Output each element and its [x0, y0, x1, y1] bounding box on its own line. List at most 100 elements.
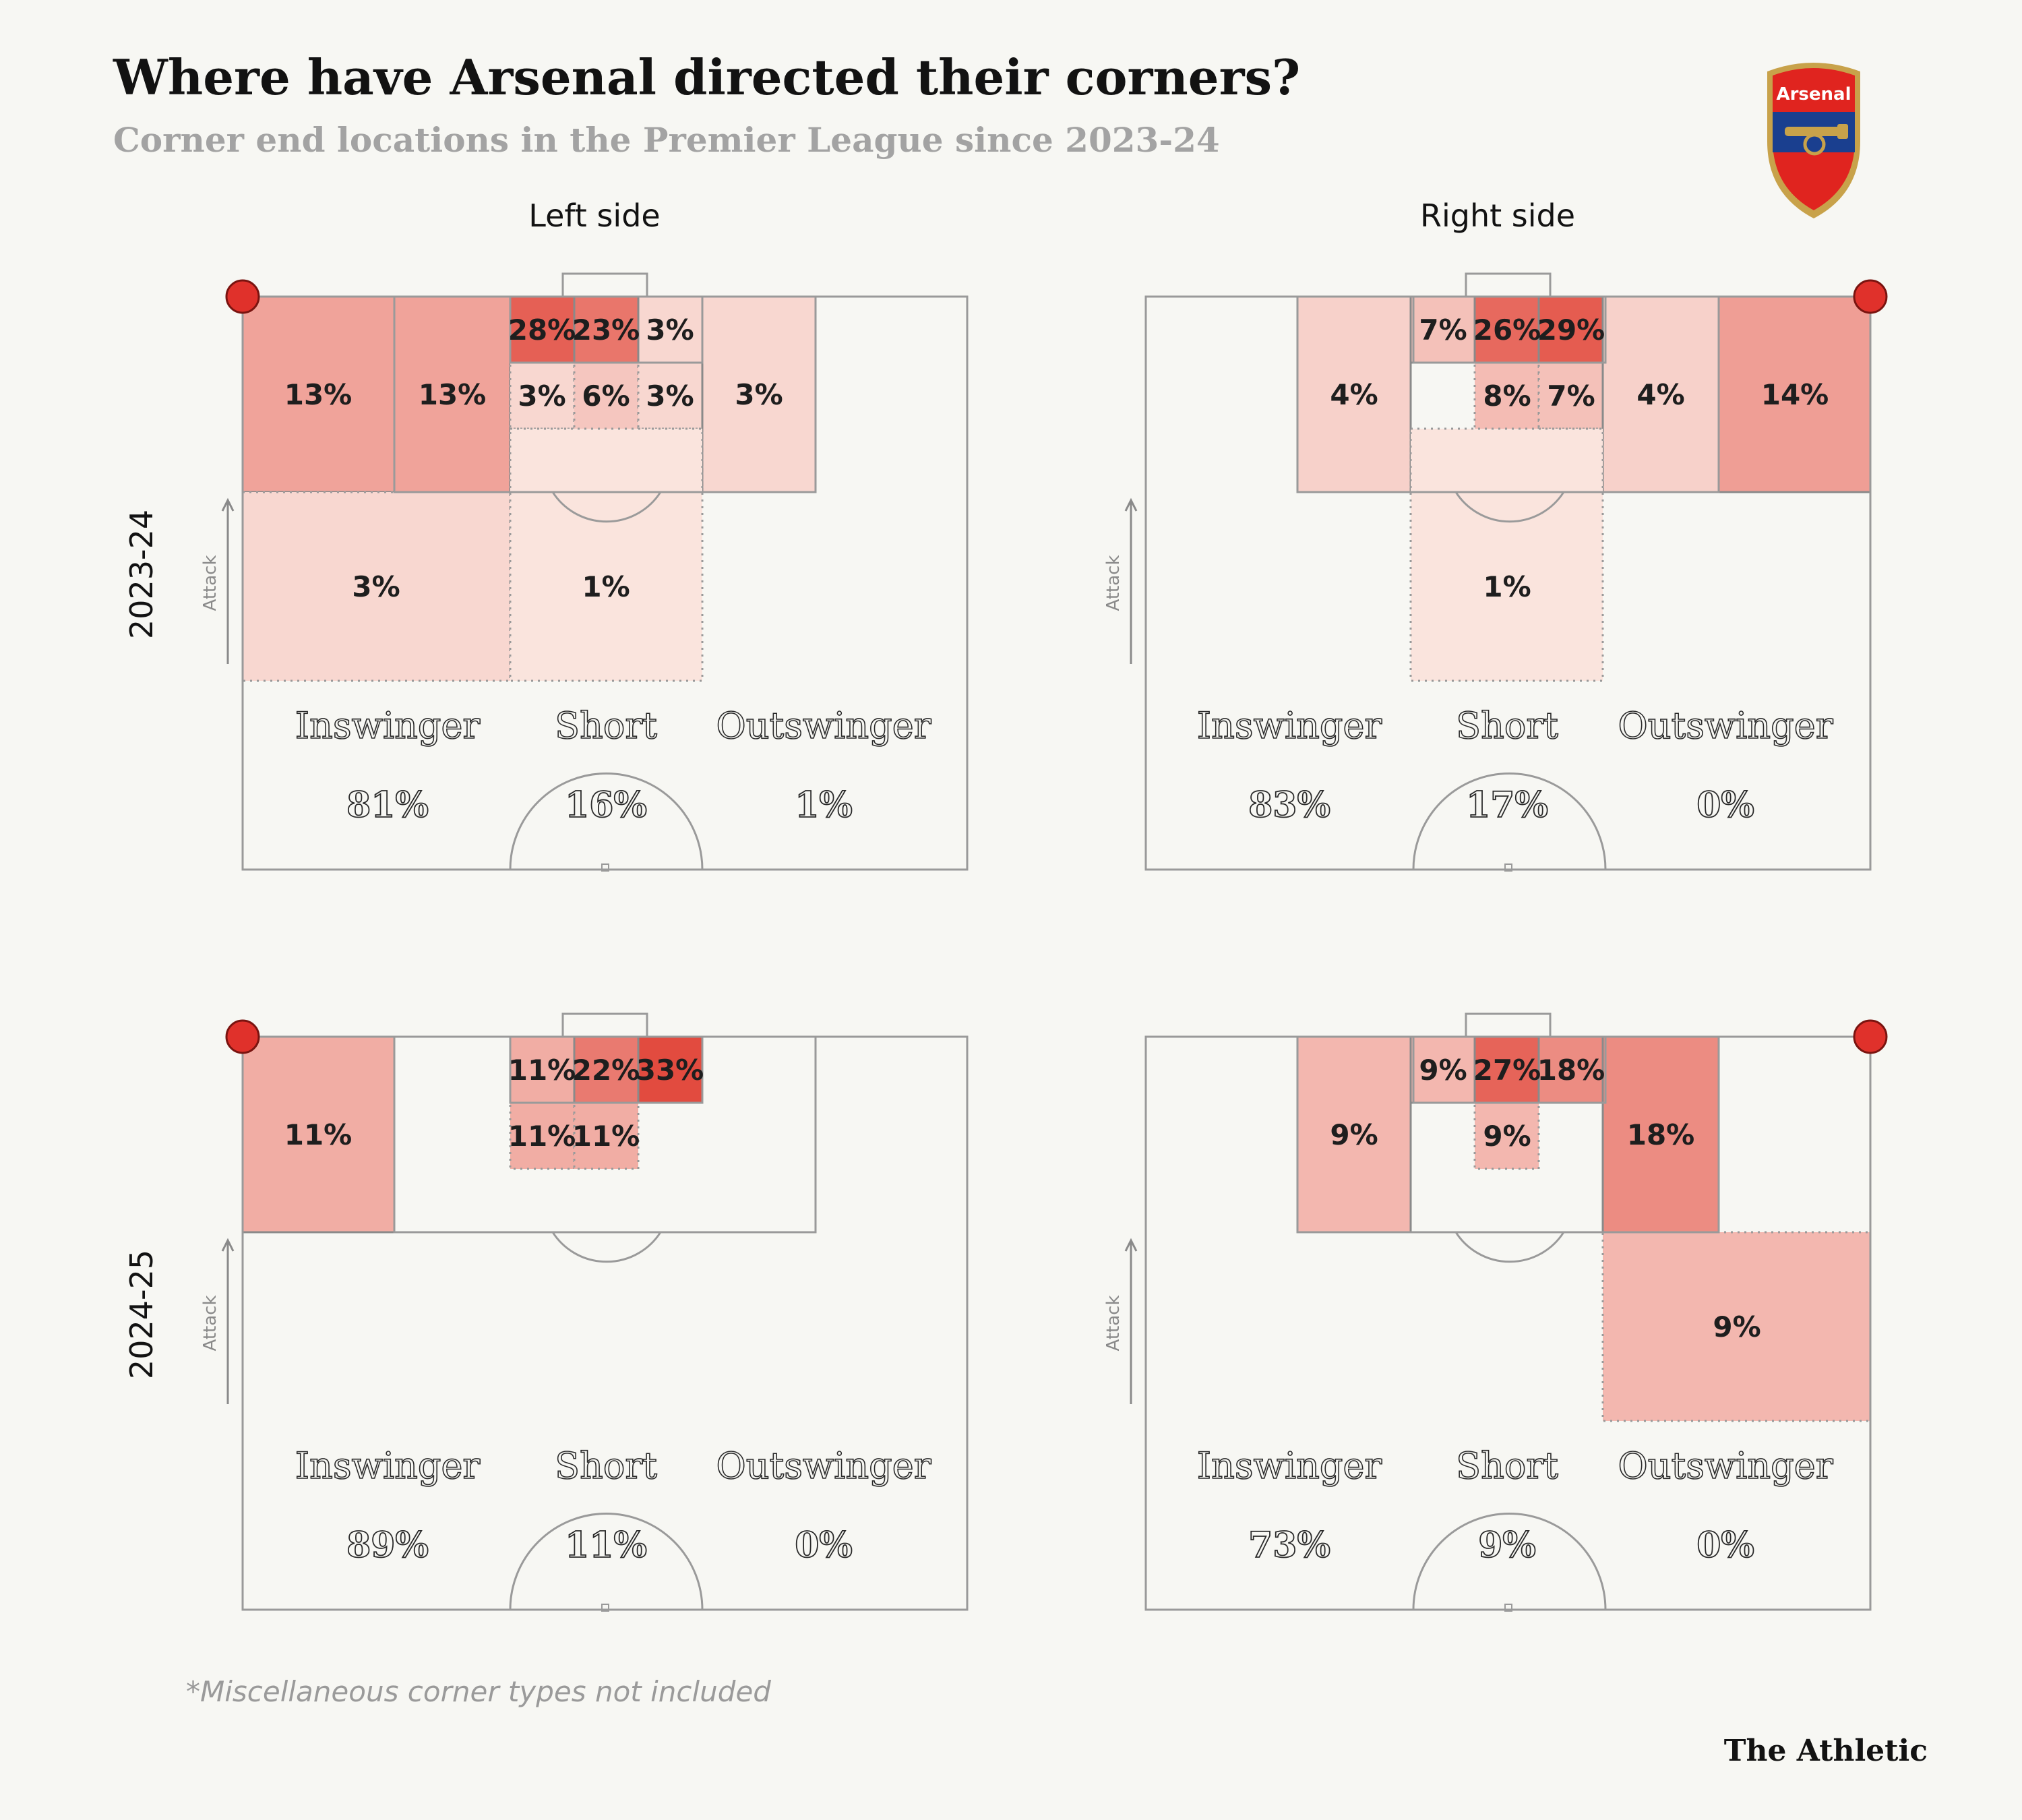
corner-type-value: 0% — [1696, 1525, 1754, 1566]
attack-label: Attack — [1103, 555, 1124, 611]
attack-arrow-head — [1124, 497, 1138, 512]
footnote: *Miscellaneous corner types not included — [186, 1675, 771, 1708]
corner-type-value: 73% — [1248, 1525, 1330, 1566]
zone-value-label: 13% — [419, 378, 487, 411]
corner-type-label: Short — [555, 1445, 657, 1487]
zone-value-label: 7% — [1547, 380, 1595, 413]
column-header-left: Left side — [528, 198, 660, 234]
attack-label: Attack — [200, 1295, 220, 1351]
zone-value-label: 3% — [646, 313, 694, 346]
zone-value-label: 11% — [572, 1120, 640, 1153]
corner-type-label: Outswinger — [1618, 704, 1833, 747]
corner-marker — [225, 1019, 260, 1054]
heat-zone-six-yard-box-centre — [573, 1035, 640, 1104]
goal — [1465, 1012, 1552, 1038]
zone-value-label: 22% — [572, 1054, 640, 1087]
corner-type-label: Short — [1456, 1445, 1558, 1487]
attack-label: Attack — [1103, 1295, 1124, 1351]
zone-value-label: 6% — [582, 380, 630, 413]
attack-arrow-head — [221, 1238, 235, 1252]
corner-type-label: Outswinger — [1618, 1445, 1833, 1487]
zone-value-label: 14% — [1761, 378, 1829, 411]
zone-value-label: 7% — [1419, 313, 1467, 346]
corner-type-label: Inswinger — [295, 704, 481, 747]
corner-type-label: Outswinger — [716, 704, 931, 747]
zone-value-label: 11% — [508, 1120, 576, 1153]
corner-type-value: 81% — [346, 785, 429, 826]
chart-subtitle: Corner end locations in the Premier Leag… — [113, 120, 1220, 160]
goal — [561, 272, 648, 298]
corner-marker — [1853, 1019, 1888, 1054]
zone-value-label: 27% — [1473, 1054, 1541, 1087]
corner-type-label: Outswinger — [716, 1445, 931, 1487]
pitch-panel-2024-25-left: Attack11%11%22%33%11%11%Inswinger89%Shor… — [200, 1012, 969, 1612]
corner-type-label: Inswinger — [295, 1445, 481, 1487]
zone-value-label: 3% — [646, 380, 694, 413]
zone-value-label: 3% — [518, 380, 565, 413]
corner-type-value: 9% — [1478, 1525, 1536, 1566]
corner-type-label: Short — [1456, 704, 1558, 747]
zone-value-label: 3% — [735, 378, 783, 411]
penalty-arc — [551, 491, 662, 523]
attack-label: Attack — [200, 555, 220, 611]
chart-title: Where have Arsenal directed their corner… — [113, 49, 1300, 106]
column-header-right: Right side — [1420, 198, 1575, 234]
heat-zone-penalty-spot-centre — [573, 1101, 640, 1170]
zone-value-label: 1% — [582, 570, 630, 603]
corner-type-value: 11% — [565, 1525, 647, 1566]
zone-value-label: 9% — [1419, 1054, 1467, 1087]
corner-type-value: 16% — [565, 785, 647, 826]
zone-value-label: 18% — [1627, 1118, 1695, 1151]
crest-text: Arsenal — [1776, 84, 1851, 104]
centre-spot — [1504, 863, 1512, 872]
zone-value-label: 33% — [636, 1054, 704, 1087]
centre-circle — [509, 1513, 704, 1610]
zone-value-label: 23% — [572, 313, 640, 346]
centre-spot — [601, 863, 609, 872]
centre-circle — [509, 772, 704, 870]
heat-zone-far-post-wide — [1296, 295, 1412, 493]
arsenal-crest-logo: Arsenal — [1767, 63, 1860, 218]
zone-value-label: 18% — [1537, 1054, 1605, 1087]
zone-value-label: 28% — [508, 313, 576, 346]
heat-zone-edge-of-box-central — [509, 427, 704, 682]
penalty-arc — [1454, 491, 1565, 523]
zone-value-label: 11% — [284, 1118, 353, 1151]
penalty-arc — [551, 1232, 662, 1263]
goal — [561, 1012, 648, 1038]
corner-marker — [1853, 279, 1888, 314]
corner-type-label: Short — [555, 704, 657, 747]
corner-type-value: 1% — [795, 785, 853, 826]
heat-zone-six-yard-box-near — [509, 1035, 576, 1104]
attack-arrow-head — [1124, 1238, 1138, 1252]
heat-zone-edge-of-box-wide — [241, 491, 512, 682]
corner-type-value: 0% — [1696, 785, 1754, 826]
corner-marker — [225, 279, 260, 314]
zone-value-label: 13% — [284, 378, 353, 411]
zone-value-label: 9% — [1713, 1310, 1760, 1343]
centre-circle — [1412, 772, 1607, 870]
centre-spot — [601, 1604, 609, 1612]
zone-value-label: 1% — [1483, 570, 1531, 603]
corner-type-value: 17% — [1466, 785, 1548, 826]
zone-value-label: 4% — [1636, 378, 1684, 411]
zone-value-label: 4% — [1330, 378, 1378, 411]
corner-type-value: 89% — [346, 1525, 429, 1566]
corner-type-value: 0% — [795, 1525, 853, 1566]
heat-zone-penalty-spot-centre — [1473, 1101, 1540, 1170]
corner-type-label: Inswinger — [1197, 1445, 1382, 1487]
heat-zone-penalty-spot-near — [509, 1101, 576, 1170]
heat-zone-six-yard-box-near — [1537, 1035, 1604, 1104]
centre-spot — [1504, 1604, 1512, 1612]
zone-value-label: 3% — [352, 570, 400, 603]
brand-logo-text: The Athletic — [1724, 1734, 1928, 1768]
heat-zone-near-post-wide — [241, 1035, 396, 1234]
heat-zone-edge-of-box-central — [1409, 427, 1604, 682]
corner-type-value: 83% — [1248, 785, 1330, 826]
corner-type-label: Inswinger — [1197, 704, 1382, 747]
